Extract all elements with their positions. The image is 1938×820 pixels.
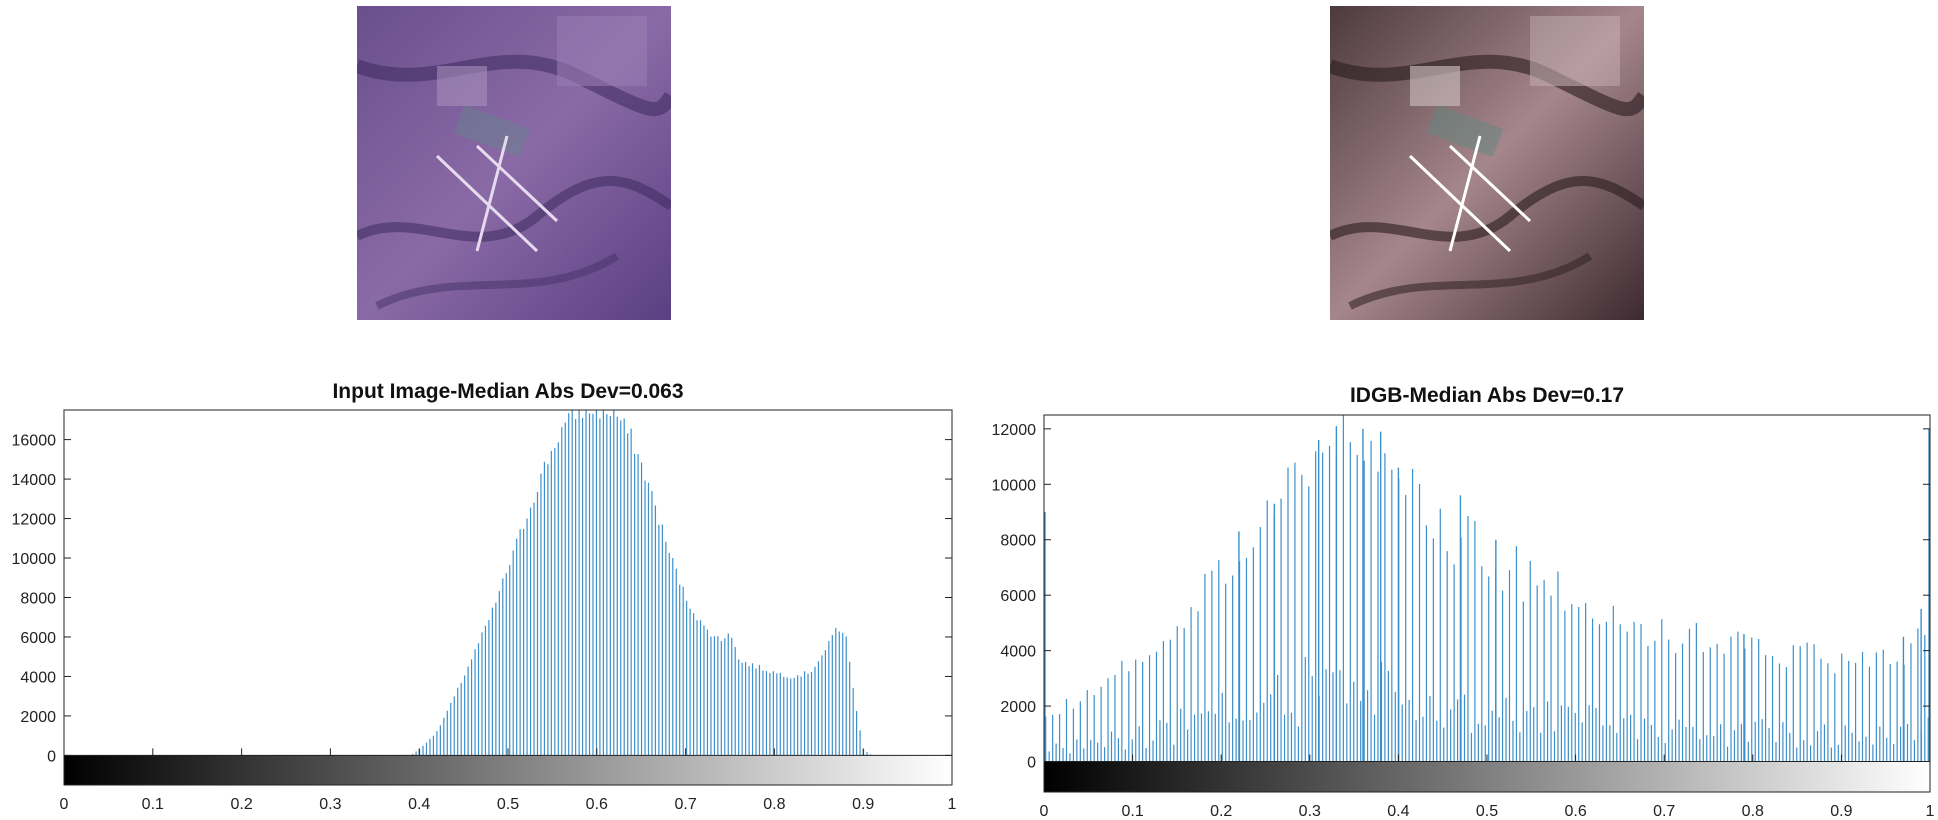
x-tick-label: 0.1	[1121, 803, 1143, 820]
y-tick-label: 2000	[20, 709, 56, 726]
chart-title: IDGB-Median Abs Dev=0.17	[1350, 384, 1624, 407]
x-tick-label: 0.8	[1742, 803, 1764, 820]
x-tick-label: 0.6	[1564, 803, 1586, 820]
runway-marks	[1408, 135, 1532, 253]
runway-marks	[435, 135, 559, 253]
y-tick-label: 6000	[1000, 588, 1036, 605]
x-tick-label: 0.3	[1299, 803, 1321, 820]
chart-title: Input Image-Median Abs Dev=0.063	[332, 380, 683, 403]
y-tick-label: 8000	[1000, 533, 1036, 550]
histogram-bars	[1044, 415, 1930, 762]
image-terrain	[1330, 16, 1644, 310]
x-tick-label: 0.8	[763, 796, 785, 813]
x-tick-label: 0.3	[319, 796, 341, 813]
histogram-bars	[412, 410, 872, 756]
x-tick-label: 0	[1040, 803, 1049, 820]
y-tick-label: 6000	[20, 630, 56, 647]
x-tick-label: 0.4	[1387, 803, 1409, 820]
y-tick-label: 2000	[1000, 699, 1036, 716]
y-tick-label: 14000	[12, 472, 57, 489]
x-tick-label: 0	[60, 796, 69, 813]
y-tick-label: 4000	[20, 669, 56, 686]
y-tick-label: 0	[1027, 755, 1036, 772]
x-tick-label: 0.2	[1210, 803, 1232, 820]
x-tick-label: 1	[948, 796, 957, 813]
x-tick-label: 0.7	[1653, 803, 1675, 820]
y-tick-label: 10000	[12, 551, 57, 568]
x-tick-label: 0.5	[1476, 803, 1498, 820]
x-tick-label: 0.2	[230, 796, 252, 813]
y-tick-label: 12000	[992, 422, 1037, 439]
grayscale-colorbar	[64, 755, 952, 785]
x-tick-label: 0.9	[1830, 803, 1852, 820]
x-tick-label: 0.7	[674, 796, 696, 813]
x-tick-label: 0.5	[497, 796, 519, 813]
input-satellite-image	[357, 6, 671, 320]
x-tick-label: 0.1	[142, 796, 164, 813]
y-tick-label: 0	[47, 748, 56, 765]
y-tick-label: 8000	[20, 591, 56, 608]
image-terrain	[357, 16, 671, 310]
axes-frame	[1043, 414, 1931, 793]
histogram-chart-input: Input Image-Median Abs Dev=0.063 0 2000 400…	[12, 380, 957, 813]
y-tick-label: 16000	[12, 433, 57, 450]
histogram-chart-idgb: IDGB-Median Abs Dev=0.17 0 2000 4000 6000 800…	[992, 384, 1935, 820]
x-tick-label: 0.4	[408, 796, 430, 813]
y-tick-label: 10000	[992, 477, 1037, 494]
y-tick-label: 4000	[1000, 644, 1036, 661]
y-tick-label: 12000	[12, 512, 57, 529]
x-tick-label: 1	[1926, 803, 1935, 820]
grayscale-colorbar	[1044, 761, 1930, 792]
x-tick-label: 0.9	[852, 796, 874, 813]
enhanced-satellite-image	[1330, 6, 1644, 320]
x-tick-label: 0.6	[586, 796, 608, 813]
